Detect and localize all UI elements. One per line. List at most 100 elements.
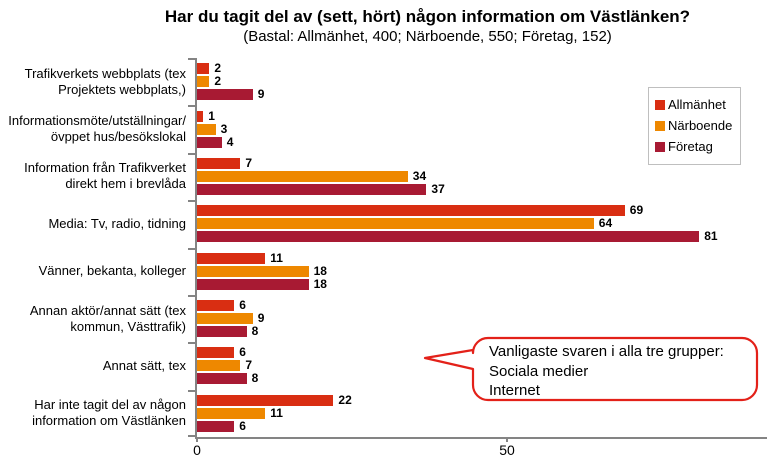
bar-row: 4 bbox=[197, 134, 767, 149]
y-axis-tick bbox=[188, 105, 195, 108]
bar-närboende bbox=[197, 313, 253, 325]
y-axis-tick bbox=[188, 294, 195, 297]
bar-row: 1 bbox=[197, 108, 767, 123]
legend-swatch-icon bbox=[655, 99, 665, 110]
value-label: 18 bbox=[313, 263, 327, 278]
bar-row: 69 bbox=[197, 203, 767, 218]
category-label: Informationsmöte/utställningar/ övppet h… bbox=[8, 113, 186, 145]
value-label: 7 bbox=[245, 155, 253, 170]
bar-row: 18 bbox=[197, 263, 767, 278]
bar-group: 22 11 6 bbox=[197, 390, 767, 437]
bar-närboende bbox=[197, 76, 210, 88]
value-label: 81 bbox=[704, 229, 718, 244]
value-label: 2 bbox=[214, 74, 222, 89]
bar-row: 7 bbox=[197, 155, 767, 170]
bar-group: 7 34 37 bbox=[197, 153, 767, 200]
category-label: Annan aktör/annat sätt (tex kommun, Väst… bbox=[29, 302, 186, 334]
bar-närboende bbox=[197, 407, 266, 419]
bar-row: 64 bbox=[197, 216, 767, 231]
value-label: 37 bbox=[431, 181, 445, 196]
bar-group: 69 64 81 bbox=[197, 200, 767, 247]
category-label: Information från Trafikverket direkt hem… bbox=[24, 160, 186, 192]
plot-area: 2 2 9 1 3 4 7 34 37 69 64 81 11 18 18 6 9 8 6 7 8 22 11 6 bbox=[188, 58, 767, 439]
value-label: 8 bbox=[251, 324, 259, 339]
bar-row: 6 bbox=[197, 345, 767, 360]
category-label: Vänner, bekanta, kolleger bbox=[38, 263, 186, 279]
callout-text: Vanligaste svaren i alla tre grupper: So… bbox=[489, 343, 724, 399]
value-label: 11 bbox=[270, 250, 283, 265]
bar-närboende bbox=[197, 218, 594, 230]
value-label: 8 bbox=[251, 371, 259, 386]
legend-item: Närboende bbox=[649, 115, 740, 136]
category-axis-labels: Trafikverkets webbplats (tex Projektets … bbox=[0, 58, 192, 437]
chart-subtitle: (Bastal: Allmänhet, 400; Närboende, 550;… bbox=[243, 28, 612, 45]
legend-swatch-icon bbox=[655, 120, 665, 131]
bar-row: 11 bbox=[197, 405, 767, 420]
bar-företag bbox=[197, 136, 222, 148]
bar-row: 9 bbox=[197, 87, 767, 102]
value-label: 6 bbox=[239, 418, 246, 433]
bar-row: 8 bbox=[197, 371, 767, 386]
value-label: 69 bbox=[629, 203, 644, 218]
bar-företag bbox=[197, 183, 427, 195]
bar-företag bbox=[197, 231, 700, 243]
y-axis-tick bbox=[188, 435, 195, 437]
category-label: Annat sätt, tex bbox=[102, 357, 186, 373]
bar-företag bbox=[197, 278, 309, 290]
bar-row: 22 bbox=[197, 392, 767, 407]
chart-title: Har du tagit del av (sett, hört) någon i… bbox=[164, 7, 691, 26]
value-label: 18 bbox=[313, 276, 327, 291]
x-axis-tick-label: 0 bbox=[193, 442, 201, 458]
value-label: 64 bbox=[598, 216, 613, 231]
bar-företag bbox=[197, 89, 253, 101]
legend-item: Allmänhet bbox=[649, 94, 740, 115]
bar-allmänhet bbox=[197, 347, 235, 359]
bar-row: 3 bbox=[197, 121, 767, 136]
bar-allmänhet bbox=[197, 300, 235, 312]
value-label: 3 bbox=[220, 121, 228, 136]
value-label: 1 bbox=[208, 108, 215, 123]
bar-row: 81 bbox=[197, 229, 767, 244]
value-label: 9 bbox=[257, 87, 265, 102]
callout-outline bbox=[423, 336, 759, 402]
value-label: 4 bbox=[226, 134, 234, 149]
bar-row: 18 bbox=[197, 276, 767, 291]
bar-företag bbox=[197, 326, 247, 338]
bar-allmänhet bbox=[197, 63, 210, 75]
value-label: 34 bbox=[412, 168, 427, 183]
value-label: 6 bbox=[239, 298, 246, 313]
bar-allmänhet bbox=[197, 205, 625, 217]
value-label: 9 bbox=[257, 311, 265, 326]
bar-row: 34 bbox=[197, 168, 767, 183]
bar-row: 8 bbox=[197, 324, 767, 339]
bar-row: 2 bbox=[197, 62, 767, 75]
legend-label: Närboende bbox=[668, 118, 733, 133]
value-label: 7 bbox=[245, 358, 253, 373]
value-label: 6 bbox=[239, 345, 246, 360]
bar-närboende bbox=[197, 265, 309, 277]
bar-group: 11 18 18 bbox=[197, 248, 767, 295]
y-axis-tick bbox=[188, 342, 195, 345]
value-label: 11 bbox=[270, 405, 283, 420]
bar-row: 2 bbox=[197, 74, 767, 89]
x-axis-tick bbox=[196, 437, 198, 442]
x-axis-tick-label: 50 bbox=[499, 442, 515, 458]
bar-närboende bbox=[197, 170, 408, 182]
legend-label: Företag bbox=[668, 139, 713, 154]
category-label: Media: Tv, radio, tidning bbox=[48, 215, 186, 231]
category-label: Har inte tagit del av någon information … bbox=[32, 397, 186, 429]
y-axis-tick bbox=[188, 58, 195, 60]
bar-allmänhet bbox=[197, 252, 266, 264]
bar-närboende bbox=[197, 123, 216, 135]
x-axis-tick bbox=[506, 437, 508, 442]
bar-allmänhet bbox=[197, 394, 334, 406]
y-axis-tick bbox=[188, 152, 195, 155]
bar-allmänhet bbox=[197, 110, 204, 122]
bar-row: 7 bbox=[197, 358, 767, 373]
category-label: Trafikverkets webbplats (tex Projektets … bbox=[24, 65, 186, 97]
y-axis-tick bbox=[188, 389, 195, 392]
value-label: 22 bbox=[338, 392, 352, 407]
legend-label: Allmänhet bbox=[668, 97, 726, 112]
